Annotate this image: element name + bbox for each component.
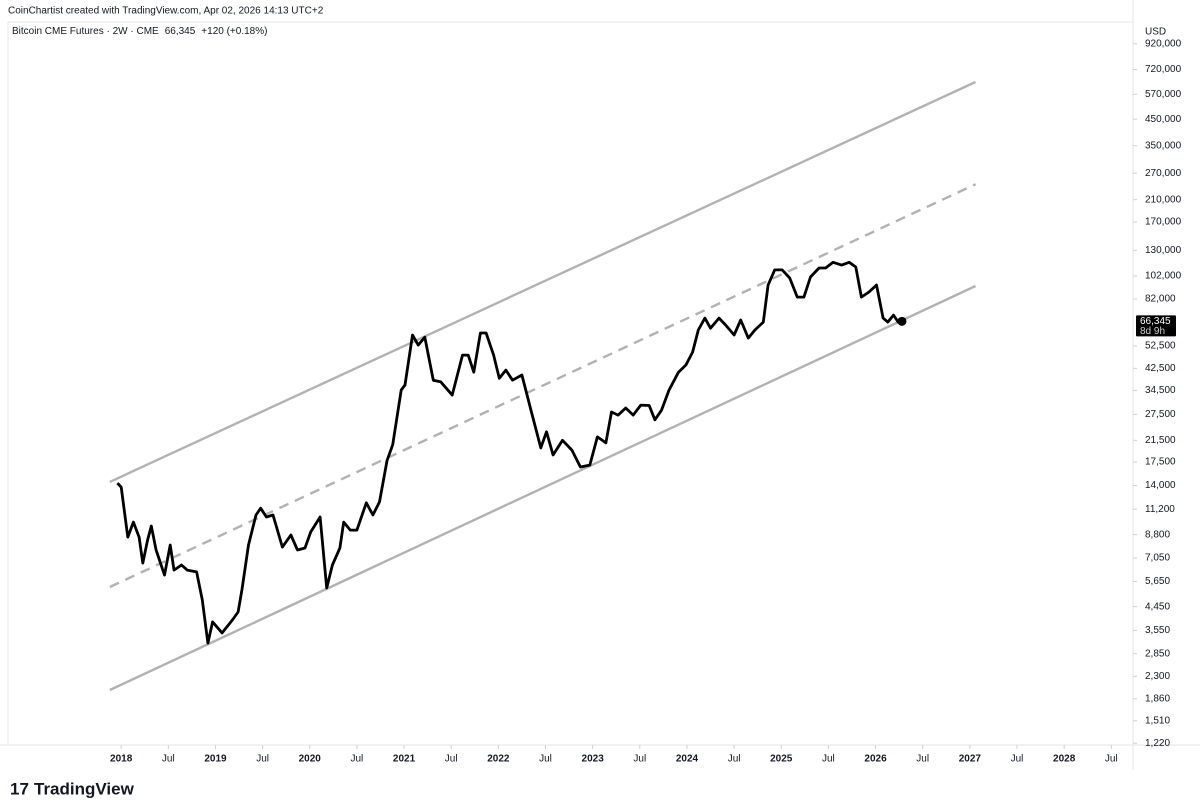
y-tick-label: 17,500 (1145, 457, 1176, 468)
channel-line (109, 183, 977, 589)
x-tick-label: 2028 (1053, 754, 1076, 765)
y-tick-label: 1,220 (1145, 738, 1170, 749)
x-tick-label: Jul (822, 754, 835, 765)
x-tick-label: 2024 (676, 754, 699, 765)
x-tick-label: 2025 (770, 754, 793, 765)
y-tick-label: 8,800 (1145, 529, 1170, 540)
credit: CoinChartist created with TradingView.co… (8, 6, 324, 17)
channel-line (109, 284, 977, 692)
y-tick-label: 21,500 (1145, 435, 1176, 446)
y-tick-label: 4,450 (1145, 601, 1170, 612)
y-tick-label: 2,300 (1145, 671, 1170, 682)
y-tick-label: 720,000 (1145, 64, 1182, 75)
last-point (897, 316, 907, 326)
y-tick-label: 210,000 (1145, 194, 1182, 205)
y-tick-label: 1,510 (1145, 715, 1170, 726)
y-tick-label: 102,000 (1145, 271, 1182, 282)
y-tick-label: 2,850 (1145, 648, 1170, 659)
x-tick-label: 2021 (393, 754, 416, 765)
y-tick-label: 5,650 (1145, 576, 1170, 587)
x-tick-label: 2027 (959, 754, 982, 765)
y-tick-label: 11,200 (1145, 504, 1175, 515)
y-tick-label: 170,000 (1145, 217, 1182, 228)
price: 66,345 (165, 26, 196, 37)
y-tick-label: 42,500 (1145, 363, 1176, 374)
plot-frame (7, 21, 1134, 746)
symbol: Bitcoin CME Futures · 2W · CME (12, 26, 159, 37)
x-tick-label: Jul (728, 754, 741, 765)
countdown: 8d 9h (1140, 326, 1165, 337)
x-tick-label: Jul (633, 754, 646, 765)
logo-mark: 17 (10, 779, 29, 798)
y-tick-label: 7,050 (1145, 553, 1170, 564)
y-tick-label: 1,860 (1145, 693, 1170, 704)
brand: TradingView (34, 779, 135, 798)
x-tick-label: 2023 (582, 754, 605, 765)
price-label-box (1136, 315, 1176, 337)
x-tick-label: Jul (162, 754, 175, 765)
logo: 17 TradingView (10, 779, 135, 798)
x-tick-label: 2022 (487, 754, 510, 765)
change: +120 (+0.18%) (201, 26, 267, 37)
x-tick-label: Jul (445, 754, 458, 765)
symbol-line: Bitcoin CME Futures · 2W · CME 66,345 +120… (12, 26, 267, 37)
price-label: 66,345 (1140, 316, 1171, 327)
y-tick-label: 82,000 (1145, 294, 1176, 305)
y-tick-label: 27,500 (1145, 409, 1176, 420)
x-tick-label: Jul (1011, 754, 1024, 765)
x-tick-label: 2018 (110, 754, 133, 765)
x-tick-label: 2020 (299, 754, 322, 765)
y-tick-label: 450,000 (1145, 114, 1182, 125)
y-tick-label: 130,000 (1145, 245, 1182, 256)
x-tick-label: 2026 (864, 754, 887, 765)
channel-line (109, 80, 977, 483)
y-tick-label: 920,000 (1145, 38, 1182, 49)
x-tick-label: Jul (1105, 754, 1118, 765)
y-tick-label: 570,000 (1145, 89, 1182, 100)
x-tick-label: Jul (539, 754, 552, 765)
x-tick-label: Jul (351, 754, 364, 765)
x-tick-label: Jul (256, 754, 269, 765)
axis-unit: USD (1145, 27, 1166, 38)
y-tick-label: 34,500 (1145, 385, 1176, 396)
y-tick-label: 14,000 (1145, 480, 1176, 491)
y-tick-label: 350,000 (1145, 140, 1182, 151)
x-tick-label: Jul (916, 754, 929, 765)
y-tick-label: 52,500 (1145, 341, 1176, 352)
y-tick-label: 270,000 (1145, 168, 1182, 179)
y-tick-label: 3,550 (1145, 625, 1170, 636)
price-line (116, 260, 903, 645)
x-tick-label: 2019 (204, 754, 227, 765)
